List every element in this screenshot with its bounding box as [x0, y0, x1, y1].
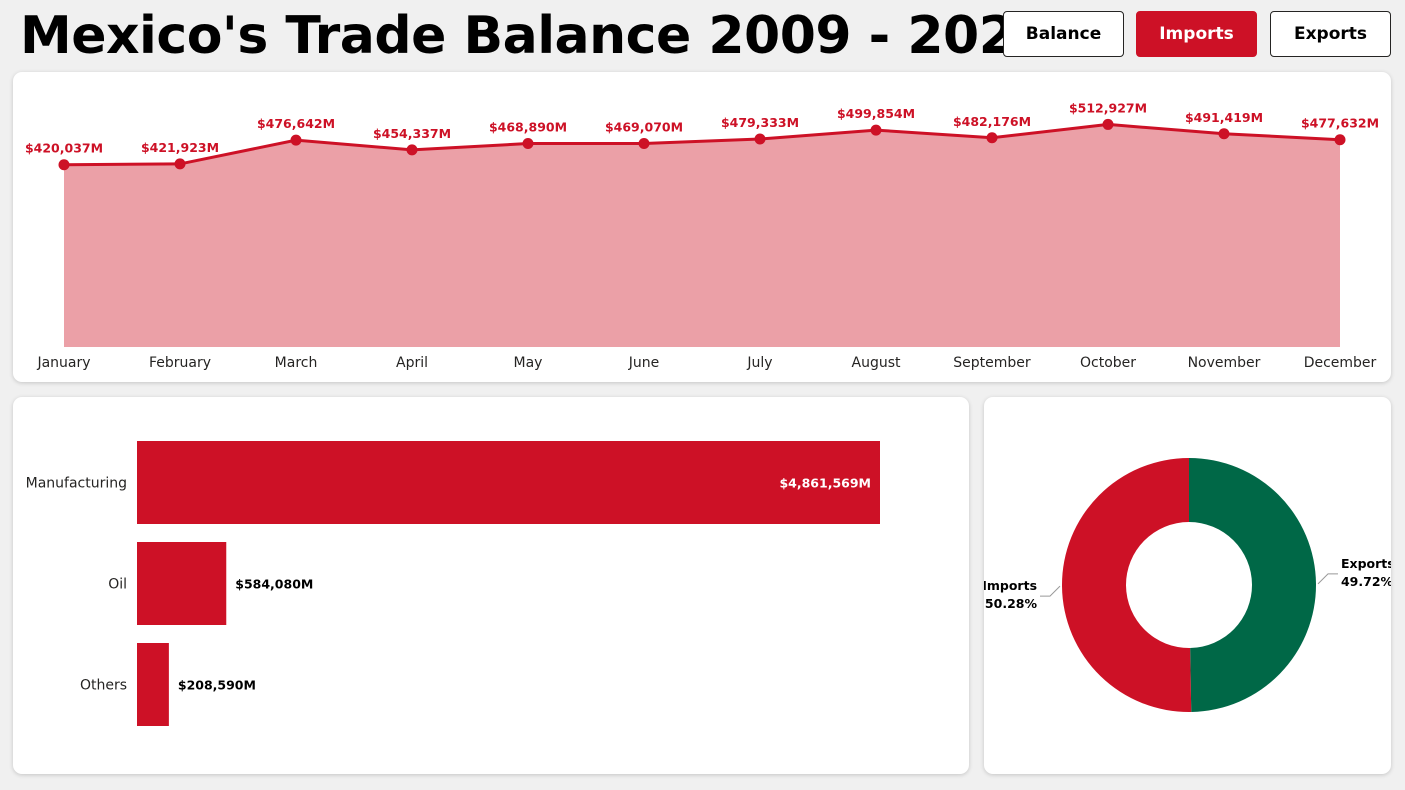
- data-label-oil: $584,080M: [235, 577, 313, 592]
- sector-bar-chart-card: Manufacturing $4,861,569M Oil $584,080M Othe…: [13, 397, 969, 774]
- data-label-october: $512,927M: [1069, 100, 1147, 115]
- x-tick-october: October: [1080, 355, 1136, 371]
- data-label-manufacturing: $4,861,569M: [779, 476, 871, 491]
- x-tick-january: January: [36, 355, 90, 371]
- data-point-february: [174, 158, 186, 170]
- monthly-area-chart: $420,037M January $421,923M February $476,64…: [25, 100, 1379, 371]
- data-label-june: $469,070M: [605, 119, 683, 134]
- x-tick-april: April: [396, 355, 428, 371]
- slice-percent-exports: 49.72%: [1341, 574, 1391, 589]
- x-tick-december: December: [1304, 355, 1377, 371]
- bar-oil: [137, 542, 227, 625]
- imports-button[interactable]: Imports: [1136, 11, 1257, 57]
- data-point-january: [58, 159, 70, 171]
- data-label-may: $468,890M: [489, 120, 567, 135]
- trade-donut-chart-card: Exports 49.72% Imports 50.28%: [982, 397, 1395, 774]
- slice-percent-imports: 50.28%: [985, 596, 1038, 611]
- bar-manufacturing: [137, 441, 880, 524]
- x-tick-february: February: [149, 355, 211, 371]
- data-point-june: [638, 137, 650, 149]
- bar-others: [137, 643, 169, 726]
- x-tick-november: November: [1188, 355, 1261, 371]
- data-point-november: [1218, 128, 1230, 140]
- data-point-september: [986, 132, 998, 144]
- series-line: [63, 122, 1341, 167]
- data-point-october: [1102, 118, 1114, 130]
- y-tick-others: Others: [80, 678, 127, 694]
- slice-name-exports: Exports: [1341, 556, 1391, 571]
- y-tick-oil: Oil: [108, 577, 127, 593]
- trade-donut-chart: Exports 49.72% Imports 50.28%: [982, 458, 1395, 712]
- data-label-february: $421,923M: [141, 140, 219, 155]
- data-label-april: $454,337M: [373, 126, 451, 141]
- balance-button[interactable]: Balance: [1003, 11, 1124, 57]
- data-label-march: $476,642M: [257, 116, 335, 131]
- data-label-july: $479,333M: [721, 115, 799, 130]
- leader-line-exports: [1317, 573, 1338, 585]
- data-label-august: $499,854M: [837, 106, 915, 121]
- data-label-others: $208,590M: [178, 678, 256, 693]
- x-tick-march: March: [275, 355, 318, 371]
- sector-bar-chart: Manufacturing $4,861,569M Oil $584,080M Othe…: [26, 441, 880, 726]
- slice-exports: [1189, 458, 1317, 712]
- leader-line-imports: [1040, 585, 1061, 597]
- data-label-december: $477,632M: [1301, 116, 1379, 131]
- data-label-november: $491,419M: [1185, 110, 1263, 125]
- exports-button[interactable]: Exports: [1270, 11, 1391, 57]
- data-point-may: [522, 138, 534, 150]
- x-tick-may: May: [514, 355, 543, 371]
- data-label-january: $420,037M: [25, 141, 103, 156]
- y-tick-manufacturing: Manufacturing: [26, 476, 127, 492]
- monthly-area-chart-card: $420,037M January $421,923M February $476,64…: [13, 72, 1391, 382]
- area-fill: [64, 124, 1340, 347]
- data-label-september: $482,176M: [953, 114, 1031, 129]
- x-tick-september: September: [953, 355, 1031, 371]
- data-point-december: [1334, 134, 1346, 146]
- x-tick-july: July: [746, 355, 772, 371]
- data-point-july: [754, 133, 766, 145]
- x-tick-august: August: [852, 355, 902, 371]
- slice-name-imports: Imports: [984, 578, 1037, 593]
- page-title: Mexico's Trade Balance 2009 - 2022: [20, 6, 1051, 66]
- slice-imports: [1062, 458, 1192, 712]
- data-point-august: [870, 124, 882, 136]
- data-point-april: [406, 144, 418, 156]
- data-point-march: [290, 134, 302, 146]
- x-tick-june: June: [628, 355, 660, 371]
